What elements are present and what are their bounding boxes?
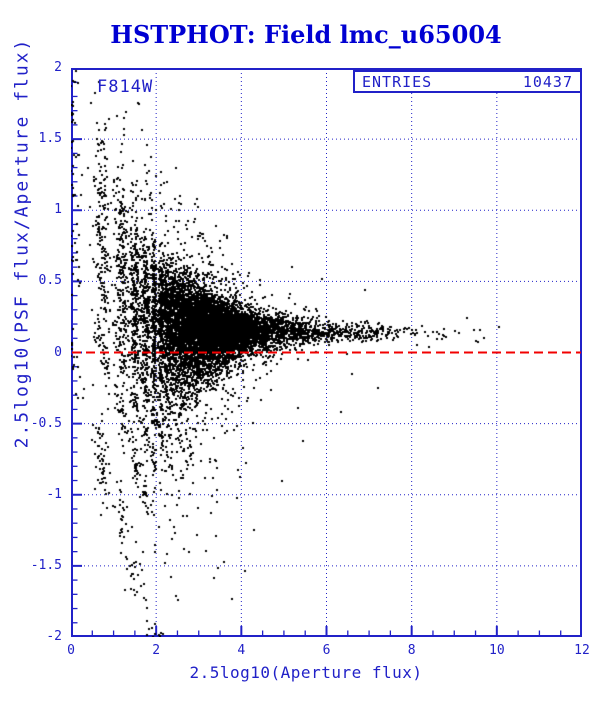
- y-tick-label: -0.5: [30, 415, 62, 431]
- x-tick-label: 10: [489, 643, 505, 658]
- x-tick-label: 0: [67, 643, 75, 658]
- y-tick-label: 0.5: [38, 273, 62, 289]
- zero-line-overlay: [72, 351, 581, 354]
- y-tick-label: -2: [46, 629, 62, 644]
- x-tick-label: 12: [574, 643, 590, 658]
- y-tick-label: 1.5: [38, 131, 62, 147]
- x-tick-label: 6: [322, 643, 331, 658]
- x-tick-label: 2: [152, 643, 161, 658]
- x-tick-label: 4: [237, 643, 246, 658]
- stats-label: ENTRIES: [362, 72, 433, 91]
- stats-value: 10437: [522, 72, 573, 91]
- x-tick-label: 8: [407, 643, 416, 658]
- y-tick-label: 1: [54, 202, 62, 218]
- y-axis-title: 2.5log10(PSF flux/Aperture flux): [11, 37, 33, 449]
- x-axis-title: 2.5log10(Aperture flux): [189, 663, 423, 682]
- y-tick-label: -1.5: [30, 557, 62, 573]
- y-tick-label: 2: [54, 60, 62, 75]
- stats-box: ENTRIES 10437: [353, 70, 582, 93]
- page-title: HSTPHOT: Field lmc_u65004: [110, 20, 502, 49]
- y-tick-label: 0: [54, 344, 62, 360]
- y-tick-label: -1: [46, 486, 62, 502]
- filter-label: F814W: [97, 77, 154, 97]
